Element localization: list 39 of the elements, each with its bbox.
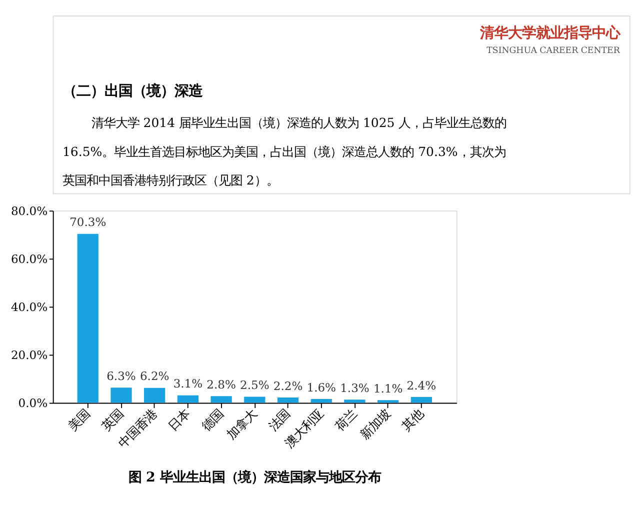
data-label: 1.1% [373,381,403,396]
bar [310,398,332,403]
x-tick-label: 日本 [165,406,193,434]
text: 清华大学 2014 届毕业生出国（境）深造的人数为 1025 人，占毕业生总数的 [91,114,507,130]
text: 英国和中国香港特别行政区（见图 2）。 [62,172,278,188]
data-label: 6.3% [106,368,136,383]
data-label: 3.1% [173,376,203,391]
x-tick-label: 法国 [265,406,293,434]
bar [77,234,98,403]
data-label: 1.3% [340,380,370,395]
data-label: 2.5% [240,378,270,392]
bar [378,400,399,403]
text: 清华大学就业指导中心 [478,24,621,42]
bar [210,396,232,403]
x-tick-label: 其他 [398,406,426,434]
bar [277,398,299,403]
bar [244,396,266,403]
bar [410,397,432,403]
bar [110,388,132,403]
text: 图 2 毕业生出国（境）深造国家与地区分布 [128,469,382,486]
y-tick-label: 60.0% [10,252,48,266]
text: 16.5%。毕业生首选目标地区为美国，占出国（境）深造总人数的 70.3%，其次为 [62,144,506,159]
text: （二）出国（境）深造 [62,82,204,100]
data-label: 1.6% [306,380,336,394]
data-label: 2.8% [206,377,236,392]
data-label: 2.2% [273,378,303,393]
x-tick-label: 美国 [65,406,93,434]
y-tick-label: 80.0% [10,204,48,218]
data-label: 6.2% [140,369,170,384]
data-label: 2.4% [406,378,436,392]
text: TSINGHUA CAREER CENTER [486,46,620,56]
bar [344,400,366,403]
bar [144,388,166,403]
bar [177,395,199,403]
data-label: 70.3% [70,215,106,230]
y-tick-label: 0.0% [18,396,48,410]
y-tick-label: 40.0% [10,300,48,314]
x-tick-label: 英国 [98,406,126,434]
y-tick-label: 20.0% [10,348,48,362]
